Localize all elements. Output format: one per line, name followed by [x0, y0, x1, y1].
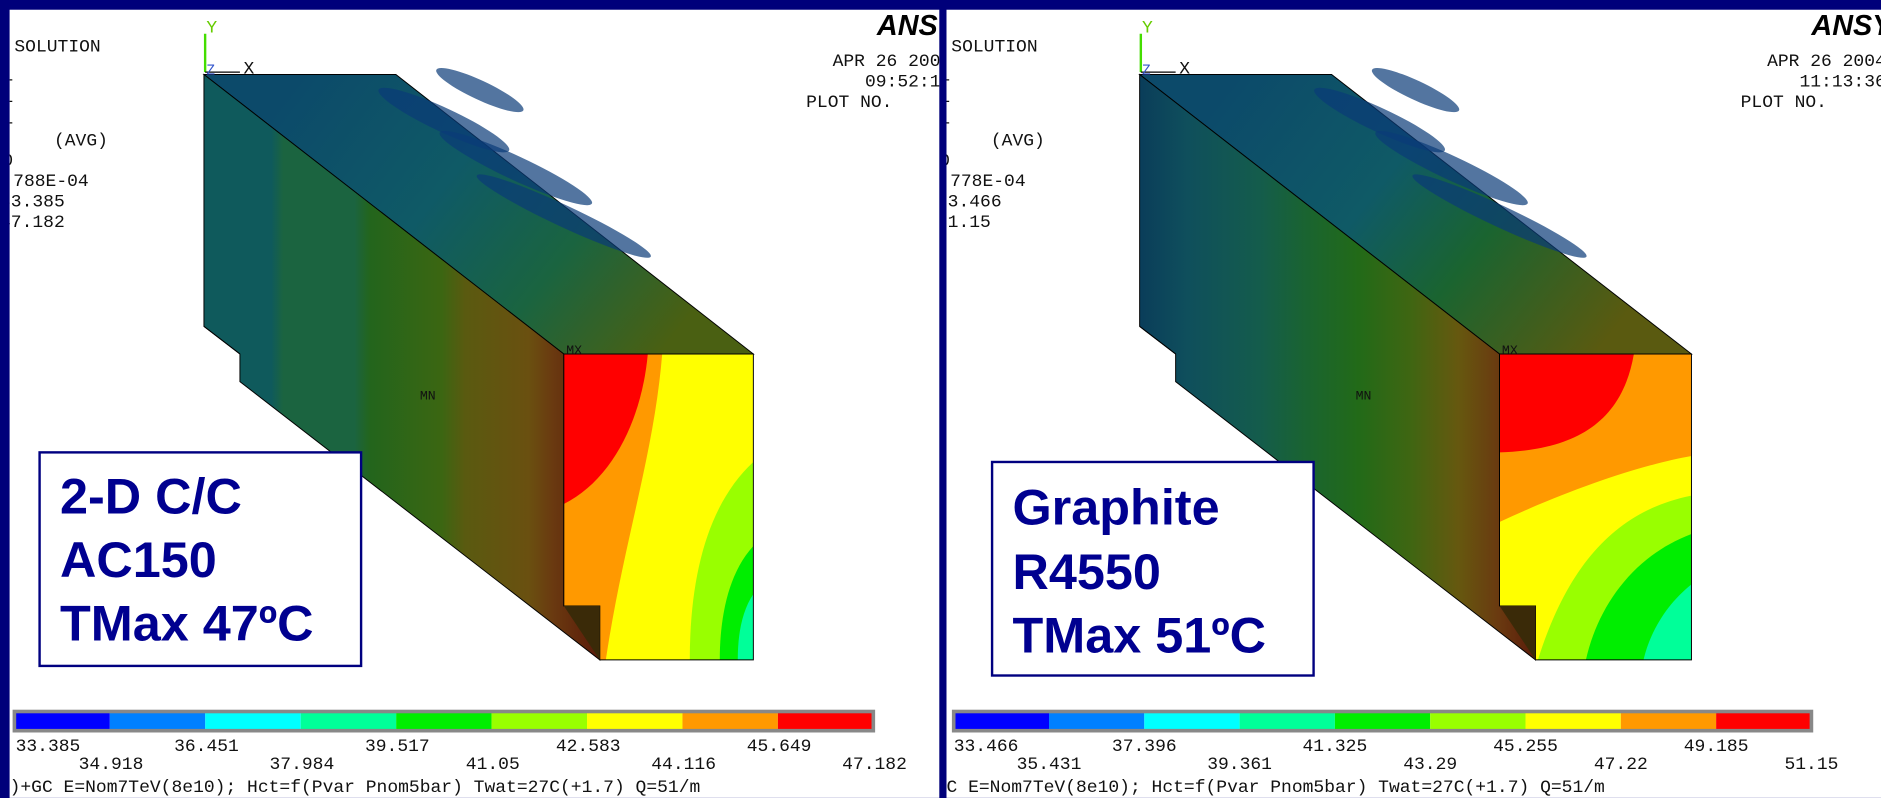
header-line: .788E-04: [2, 172, 88, 192]
box-label: TMax 47ºC: [60, 595, 314, 652]
model-front-face: [1500, 354, 1692, 660]
legend-swatch: [492, 712, 587, 731]
legend-swatch: [1526, 712, 1621, 731]
header-title: SOLUTION: [951, 38, 1037, 58]
legend-label: 45.255: [1493, 737, 1558, 757]
header-line: 33.385: [0, 192, 65, 212]
legend-swatch: [1621, 712, 1716, 731]
plot-number: PLOT NO.: [1741, 93, 1827, 113]
box-label: Graphite: [1012, 478, 1219, 535]
legend-label: 41.05: [466, 755, 520, 775]
time: 11:13:36: [1799, 72, 1881, 92]
footer: C E=Nom7TeV(8e10); Hct=f(Pvar Pnom5bar) …: [946, 778, 1604, 798]
legend-swatch: [587, 712, 682, 731]
legend-swatch: [1430, 712, 1525, 731]
box-label: AC150: [60, 531, 217, 588]
legend-swatch: [205, 712, 300, 731]
header-line: (AVG): [54, 131, 108, 151]
legend-label: 44.116: [651, 755, 716, 775]
header-line: (AVG): [991, 131, 1045, 151]
logo: ANSYS: [1810, 10, 1881, 42]
node-label: MN: [1356, 389, 1372, 404]
axis-label: Y: [206, 19, 217, 39]
legend-label: 43.29: [1403, 755, 1457, 775]
axis-label: Z: [1142, 64, 1151, 80]
model-front-face: [564, 354, 754, 660]
legend-label: 51.15: [1784, 755, 1838, 775]
node-label: MN: [420, 389, 436, 404]
legend-label: 36.451: [174, 737, 239, 757]
legend-swatch: [1240, 712, 1335, 731]
legend-swatch: [1335, 712, 1430, 731]
legend-swatch: [396, 712, 491, 731]
legend-label: 49.185: [1684, 737, 1749, 757]
legend-swatch: [1049, 712, 1144, 731]
footer: )+GC E=Nom7TeV(8e10); Hct=f(Pvar Pnom5ba…: [10, 778, 701, 798]
header-line: 33.466: [937, 192, 1002, 212]
box-label: R4550: [1012, 543, 1160, 600]
header-line: 1: [939, 110, 950, 130]
axis-label: X: [1179, 59, 1190, 79]
legend-swatch: [301, 712, 396, 731]
legend-label: 37.984: [270, 755, 335, 775]
legend-swatch: [1716, 712, 1811, 731]
date: APR 26 2004: [833, 52, 952, 72]
legend-label: 39.361: [1207, 755, 1272, 775]
legend-label: 45.649: [747, 737, 812, 757]
header-line: .778E-04: [939, 172, 1025, 192]
header-line: 1: [2, 110, 13, 130]
header-line: 1: [2, 88, 13, 108]
header-line: 51.15: [937, 213, 991, 233]
legend-label: 34.918: [79, 755, 144, 775]
axis-label: Z: [206, 64, 215, 80]
legend-label: 33.466: [954, 737, 1019, 757]
box-label: TMax 51ºC: [1012, 607, 1266, 664]
axis-label: X: [244, 59, 255, 79]
node-label: MX: [1502, 343, 1518, 358]
legend-label: 47.182: [842, 755, 907, 775]
header-line: 47.182: [0, 213, 65, 233]
axis-label: Y: [1142, 19, 1153, 39]
header-title: SOLUTION: [14, 38, 100, 58]
node-label: MX: [566, 343, 582, 358]
legend-swatch: [682, 712, 777, 731]
legend-label: 35.431: [1017, 755, 1082, 775]
legend-swatch: [110, 712, 205, 731]
header-line: 1: [939, 88, 950, 108]
header-line: 1: [2, 67, 13, 87]
slide: YZXMNMXSOLUTION111(AVG)0.788E-0433.38547…: [0, 0, 1881, 798]
legend-label: 47.22: [1594, 755, 1648, 775]
legend-swatch: [1144, 712, 1239, 731]
legend-label: 33.385: [16, 737, 81, 757]
header-line: 1: [939, 67, 950, 87]
legend-swatch: [778, 712, 873, 731]
plot-number: PLOT NO.: [806, 93, 892, 113]
header-line: 0: [939, 152, 950, 172]
time: 09:52:10: [865, 72, 951, 92]
legend-swatch: [954, 712, 1049, 731]
header-line: 0: [2, 152, 13, 172]
legend-label: 39.517: [365, 737, 430, 757]
date: APR 26 2004: [1767, 52, 1881, 72]
legend-label: 37.396: [1112, 737, 1177, 757]
legend-label: 41.325: [1303, 737, 1368, 757]
legend-label: 42.583: [556, 737, 621, 757]
box-label: 2-D C/C: [60, 468, 242, 525]
legend-swatch: [14, 712, 109, 731]
